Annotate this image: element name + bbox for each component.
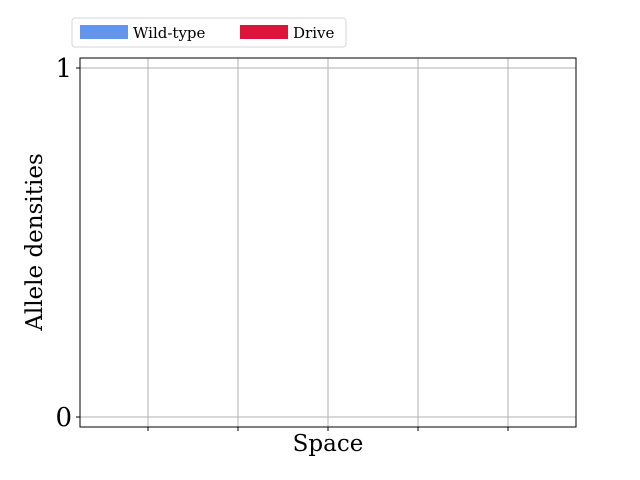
horizontal-gridlines (80, 67, 576, 418)
y-axis-ticks: 01 (55, 54, 80, 433)
y-tick-label: 1 (55, 54, 72, 84)
plot-area (79, 57, 577, 431)
y-tick-label: 0 (55, 403, 72, 433)
y-axis-label: Allele densities (22, 153, 48, 332)
legend: Wild-type Drive (71, 17, 347, 48)
legend-label-wild-type: Wild-type (133, 24, 206, 42)
legend-swatch-drive (240, 25, 288, 39)
legend-swatch-wild-type (80, 25, 128, 39)
legend-label-drive: Drive (293, 24, 334, 42)
x-axis-label: Space (293, 431, 364, 457)
plot-frame (79, 57, 577, 428)
vertical-gridlines (147, 58, 509, 431)
